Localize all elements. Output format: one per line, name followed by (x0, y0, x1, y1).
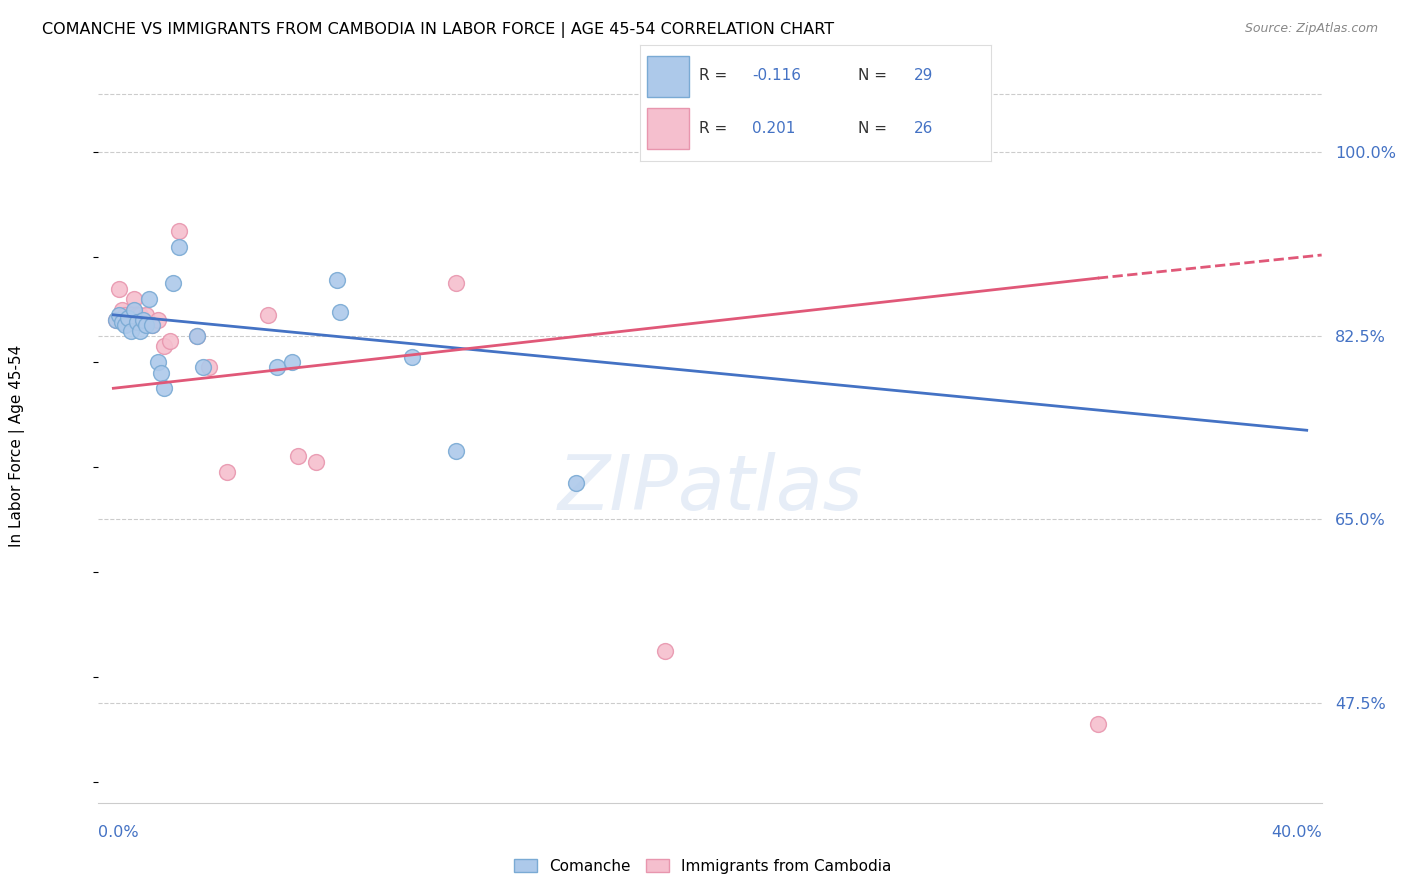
Point (117, 310, 139, 325)
Point (159, 334, 181, 348)
Text: -0.116: -0.116 (752, 69, 801, 84)
Point (446, 444, 468, 458)
Point (266, 360, 288, 375)
Text: COMANCHE VS IMMIGRANTS FROM CAMBODIA IN LABOR FORCE | AGE 45-54 CORRELATION CHAR: COMANCHE VS IMMIGRANTS FROM CAMBODIA IN … (42, 22, 834, 38)
Point (699, 145, 721, 160)
Text: R =: R = (700, 120, 733, 136)
Point (141, 318, 163, 333)
Point (153, 339, 176, 353)
Point (120, 308, 142, 322)
Legend: Comanche, Immigrants from Cambodia: Comanche, Immigrants from Cambodia (508, 853, 898, 880)
Point (287, 450, 309, 464)
Text: 40.0%: 40.0% (1271, 825, 1322, 840)
Point (167, 239, 190, 253)
Point (329, 304, 352, 318)
Point (111, 302, 134, 317)
Point (114, 308, 136, 322)
Point (129, 308, 152, 322)
Text: ZIPatlas: ZIPatlas (557, 452, 863, 525)
Text: R =: R = (700, 69, 733, 84)
Point (863, 145, 886, 160)
FancyBboxPatch shape (647, 109, 689, 149)
Point (257, 308, 280, 322)
Point (146, 313, 169, 327)
Point (153, 381, 176, 395)
Text: N =: N = (858, 120, 891, 136)
Text: 29: 29 (914, 69, 934, 84)
Point (446, 277, 468, 291)
Point (141, 318, 163, 333)
Point (108, 282, 131, 296)
Point (401, 350, 423, 364)
Point (108, 308, 131, 322)
Point (938, 145, 960, 160)
Point (105, 313, 128, 327)
Point (127, 308, 149, 322)
Point (117, 313, 139, 327)
Point (191, 360, 214, 375)
Point (654, 643, 676, 657)
Point (120, 324, 142, 338)
Point (114, 318, 136, 333)
Point (1087, 717, 1109, 731)
Text: In Labor Force | Age 45-54: In Labor Force | Age 45-54 (8, 345, 25, 547)
Point (132, 313, 155, 327)
Point (135, 318, 157, 333)
Point (186, 328, 208, 343)
Point (129, 324, 152, 338)
Point (162, 277, 184, 291)
Point (150, 366, 173, 380)
Point (215, 465, 238, 479)
Point (122, 292, 145, 306)
Point (305, 455, 328, 469)
Point (281, 355, 304, 369)
Point (122, 302, 145, 317)
Text: Source: ZipAtlas.com: Source: ZipAtlas.com (1244, 22, 1378, 36)
FancyBboxPatch shape (647, 56, 689, 97)
Text: 0.0%: 0.0% (98, 825, 139, 840)
Point (146, 355, 169, 369)
Point (565, 475, 588, 490)
Point (326, 273, 349, 287)
Point (132, 313, 155, 327)
Point (186, 328, 208, 343)
Text: 26: 26 (914, 120, 934, 136)
Point (138, 292, 160, 306)
Point (135, 308, 157, 322)
Point (198, 360, 221, 375)
Point (167, 224, 190, 238)
Point (105, 313, 128, 327)
Point (127, 315, 149, 329)
Text: 0.201: 0.201 (752, 120, 796, 136)
Point (111, 315, 134, 329)
Text: N =: N = (858, 69, 891, 84)
